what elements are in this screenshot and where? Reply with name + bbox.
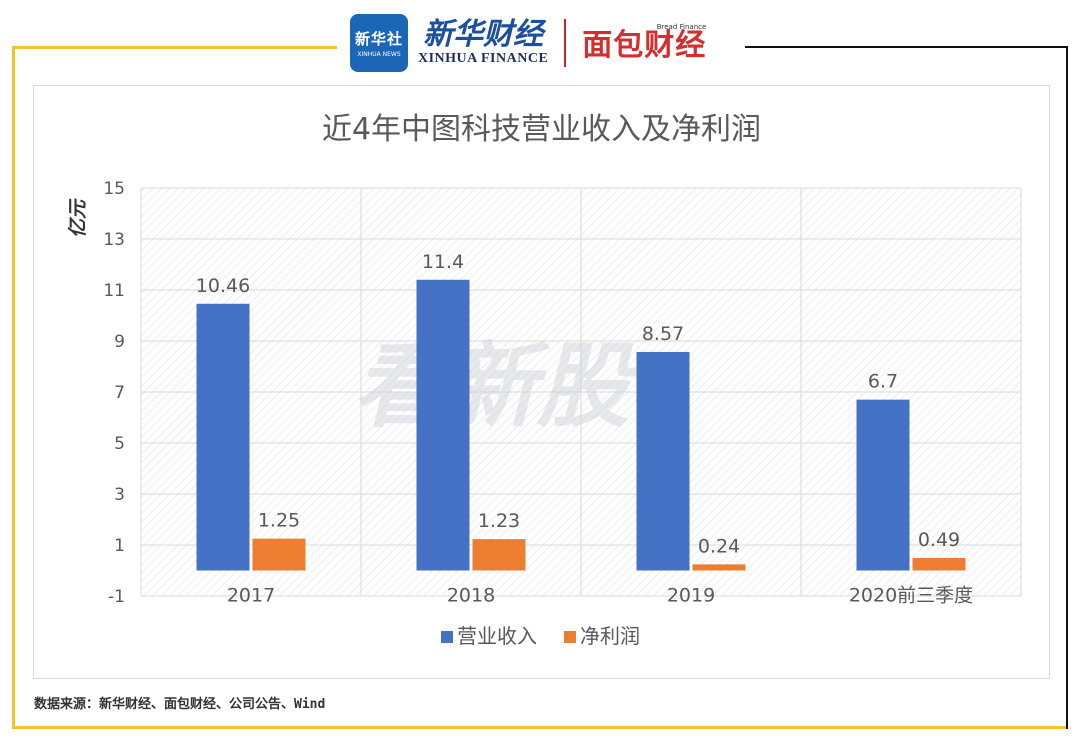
- data-label: 1.25: [258, 510, 300, 532]
- data-label: 0.49: [918, 529, 960, 551]
- bar-profit: [252, 538, 306, 571]
- y-tick-label: 7: [114, 383, 125, 403]
- bar-revenue: [416, 279, 470, 571]
- y-tick-label: 1: [114, 536, 125, 556]
- bar-profit: [692, 564, 746, 571]
- frame-line-bottom: [12, 726, 1068, 729]
- bar-revenue: [856, 399, 910, 571]
- data-source-note: 数据来源：新华财经、面包财经、公司公告、Wind: [34, 697, 326, 712]
- xinhua-news-logo: 新华社 XINHUA NEWS: [350, 14, 408, 72]
- x-tick-label: 2017: [227, 585, 275, 607]
- legend-swatch: [564, 631, 576, 643]
- chart-title: 近4年中图科技营业收入及净利润: [321, 112, 762, 147]
- bread-finance-logo: Bread Finance 面包财经: [582, 23, 706, 63]
- bar-profit: [912, 558, 966, 571]
- bar-revenue: [196, 303, 250, 571]
- legend-label: 净利润: [580, 624, 640, 648]
- bar-revenue: [636, 351, 690, 571]
- data-label: 8.57: [642, 323, 684, 345]
- data-label: 6.7: [868, 371, 898, 393]
- frame-line-left: [12, 46, 15, 729]
- frame-line-top-left: [12, 46, 337, 49]
- y-tick-label: 9: [114, 332, 125, 352]
- data-label: 1.23: [478, 510, 520, 532]
- frame-line-right: [1066, 46, 1068, 729]
- x-tick-label: 2020前三季度: [849, 585, 973, 607]
- x-tick-label: 2019: [667, 585, 715, 607]
- watermark: 看新股: [353, 333, 638, 440]
- y-tick-label: 11: [103, 281, 125, 301]
- y-tick-label: 13: [103, 230, 125, 250]
- legend-label: 营业收入: [457, 624, 537, 648]
- xinhua-finance-cn: 新华财经: [423, 17, 544, 52]
- header-logos: 新华社 XINHUA NEWS 新华财经 XINHUA FINANCE Brea…: [350, 8, 706, 78]
- bread-finance-en: Bread Finance: [656, 23, 707, 31]
- y-tick-label: -1: [108, 587, 125, 607]
- header-divider: [564, 19, 567, 67]
- y-axis-label: 亿元: [67, 198, 89, 238]
- bar-profit: [472, 539, 526, 571]
- frame-line-top-right: [745, 46, 1068, 48]
- data-label: 11.4: [422, 251, 464, 273]
- legend-swatch: [441, 631, 453, 643]
- xinhua-news-logo-text: 新华社: [354, 30, 403, 48]
- x-tick-label: 2018: [447, 585, 495, 607]
- chart-panel: 近4年中图科技营业收入及净利润 -1 1 3 5 7 9 11 13 15 看新股 10.46 11.…: [33, 85, 1050, 679]
- xinhua-news-logo-en: XINHUA NEWS: [357, 51, 401, 58]
- y-tick-label: 5: [114, 434, 125, 454]
- xinhua-finance-en: XINHUA FINANCE: [418, 51, 549, 66]
- data-label: 10.46: [196, 275, 250, 297]
- data-label: 0.24: [698, 535, 740, 557]
- xinhua-finance-logo: 新华财经 XINHUA FINANCE: [418, 19, 548, 67]
- y-tick-label: 15: [103, 179, 125, 199]
- bread-finance-cn: 面包财经: [582, 28, 707, 63]
- y-tick-label: 3: [114, 485, 125, 505]
